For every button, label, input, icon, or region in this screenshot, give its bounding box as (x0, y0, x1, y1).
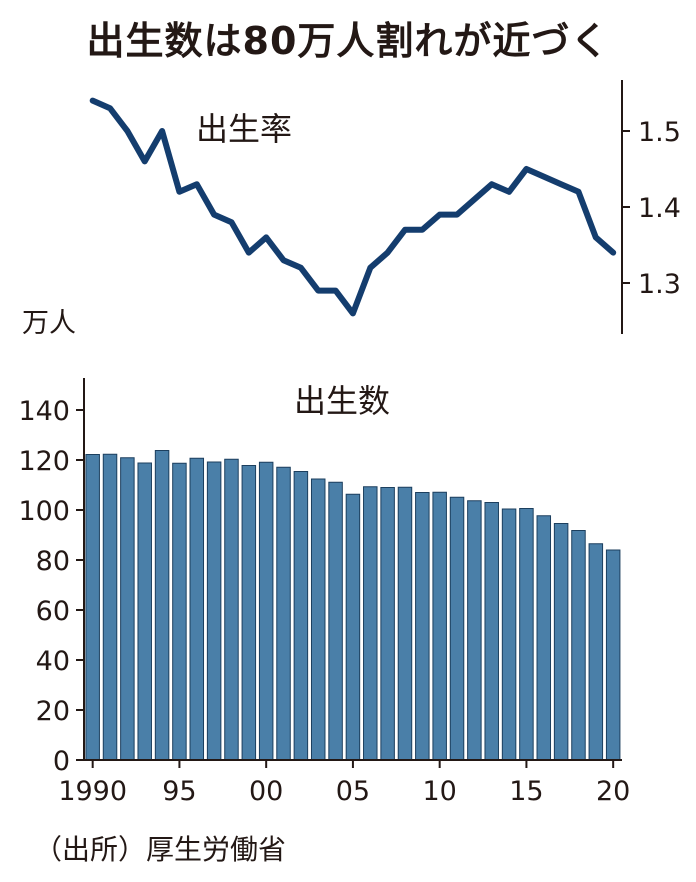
year-tick-label: 95 (162, 776, 196, 807)
birth-bar-1999 (241, 465, 257, 761)
birth-bar-2019 (588, 543, 604, 761)
birth-bar-1995 (172, 462, 187, 761)
births-ytick-label: 40 (36, 646, 70, 677)
birth-bar-2000 (258, 461, 274, 761)
births-ytick-label: 140 (18, 396, 70, 427)
birth-bar-1996 (189, 457, 205, 761)
birth-bar-1992 (120, 457, 135, 761)
birth-bar-2011 (449, 496, 465, 761)
birth-bar-2008 (397, 486, 413, 761)
birth-rate-chart: 出生率 1.3 1.4 1.5 (89, 80, 681, 334)
year-tick-label: 05 (336, 776, 370, 807)
year-tick-label: 15 (509, 776, 543, 807)
birth-bar-1990 (85, 454, 100, 761)
source-note: （出所）厚生労働省 (34, 833, 287, 866)
births-ytick-label: 60 (36, 596, 70, 627)
birth-bar-2017 (553, 523, 569, 761)
birth-bar-2015 (519, 508, 534, 761)
rate-series-label: 出生率 (196, 110, 292, 148)
birth-bar-2013 (484, 502, 499, 761)
births-ytick-label: 0 (53, 746, 70, 777)
births-unit-label: 万人 (22, 308, 76, 339)
birth-bar-2018 (571, 530, 586, 761)
birth-bar-1997 (206, 461, 222, 761)
rate-series-line (89, 97, 617, 317)
year-tick-label: 00 (249, 776, 283, 807)
birth-bar-2014 (501, 508, 517, 761)
births-ytick-label: 120 (18, 446, 70, 477)
births-series-label: 出生数 (294, 382, 390, 420)
birth-bar-2002 (293, 471, 309, 761)
rate-ytick-label: 1.3 (638, 269, 681, 300)
birth-bar-2009 (415, 492, 430, 761)
birth-bar-2005 (345, 493, 361, 761)
year-tick-label: 10 (422, 776, 456, 807)
birth-bar-2012 (467, 500, 482, 761)
births-ytick-label: 100 (18, 496, 70, 527)
births-ytick-label: 20 (36, 696, 70, 727)
birth-bar-1998 (224, 458, 239, 761)
births-chart: 万人 出生数 0 20 40 60 80 100 120 140 1990 95 00 05 10 15… (18, 308, 630, 807)
birth-bar-2003 (310, 478, 326, 761)
chart-title: 出生数は80万人割れが近づく (86, 19, 610, 63)
birth-bar-1993 (137, 462, 152, 761)
year-tick-label: 20 (596, 776, 630, 807)
rate-ytick-label: 1.5 (638, 117, 681, 148)
rate-ytick-label: 1.4 (638, 193, 681, 224)
birth-bar-2006 (363, 486, 378, 761)
birth-bar-2020 (605, 549, 621, 761)
birth-bar-2004 (328, 481, 343, 761)
birth-bar-2016 (536, 515, 552, 761)
birth-bar-2001 (276, 466, 291, 761)
birth-bar-1991 (102, 453, 118, 761)
births-ytick-label: 80 (36, 546, 70, 577)
birth-bar-1994 (154, 450, 170, 761)
birth-bar-2010 (432, 491, 447, 761)
birth-bar-2007 (380, 487, 395, 761)
year-tick-label: 1990 (58, 776, 127, 807)
